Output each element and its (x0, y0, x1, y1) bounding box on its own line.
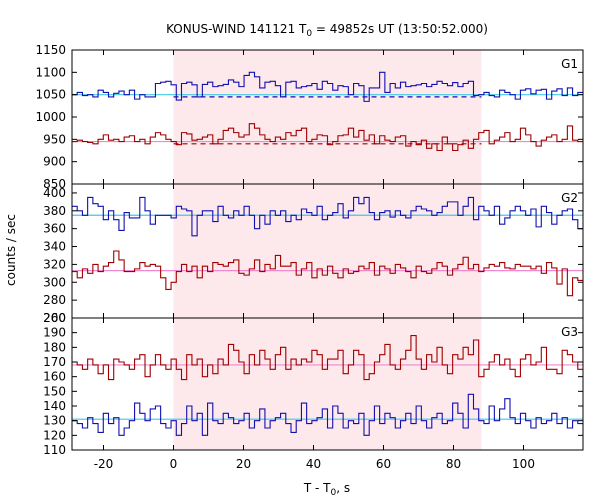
y-tick-label: 950 (43, 132, 66, 146)
x-tick-label: 20 (236, 457, 251, 471)
series-line-blue (72, 393, 583, 436)
y-tick-label: 280 (43, 293, 66, 307)
plot-area: 8509009501000105011001150G12602803003203… (35, 43, 584, 471)
x-axis-label-suffix: , s (336, 481, 350, 495)
y-tick-label: 380 (43, 204, 66, 218)
chart-title: KONUS-WIND 141121 T0 = 49852s UT (13:50:… (166, 22, 488, 39)
y-tick-label: 340 (43, 240, 66, 254)
series-line-red (72, 250, 583, 297)
y-tick-label: 1100 (35, 65, 66, 79)
shaded-interval (173, 50, 482, 450)
series-line-red (72, 123, 583, 152)
y-tick-label: 200 (43, 311, 66, 325)
y-tick-label: 400 (43, 186, 66, 200)
y-tick-label: 190 (43, 326, 66, 340)
y-tick-label: 130 (43, 414, 66, 428)
x-tick-label: -20 (94, 457, 114, 471)
series-line-blue (72, 196, 583, 237)
series-line-blue (72, 71, 583, 102)
panel-label: G3 (561, 325, 578, 339)
x-tick-label: 60 (376, 457, 391, 471)
series-line-red (72, 335, 583, 381)
x-tick-label: 0 (170, 457, 178, 471)
panel-label: G2 (561, 191, 578, 205)
y-tick-label: 260 (43, 311, 66, 325)
y-tick-label: 320 (43, 257, 66, 271)
x-axis-label-prefix: T - T (303, 481, 331, 495)
y-tick-label: 1000 (35, 110, 66, 124)
y-tick-label: 900 (43, 155, 66, 169)
x-tick-label: 40 (306, 457, 321, 471)
y-tick-label: 360 (43, 222, 66, 236)
y-tick-label: 1050 (35, 88, 66, 102)
panel-frame (71, 317, 584, 451)
x-tick-label: 80 (446, 457, 461, 471)
x-axis-label-sub: 0 (331, 488, 337, 498)
y-tick-label: 170 (43, 355, 66, 369)
chart-title-suffix: = 49852s UT (13:50:52.000) (312, 22, 488, 36)
y-tick-label: 120 (43, 428, 66, 442)
y-tick-label: 1150 (35, 43, 66, 57)
y-tick-label: 110 (43, 443, 66, 457)
y-tick-label: 160 (43, 370, 66, 384)
y-tick-label: 300 (43, 275, 66, 289)
panel-g1: 850 900 950 1000 1050 1100 1150 G1 (35, 43, 584, 191)
chart-title-prefix: KONUS-WIND 141121 T (166, 22, 307, 36)
y-tick-label: 180 (43, 340, 66, 354)
y-axis-label: counts / sec (4, 214, 18, 286)
x-tick-label: 100 (512, 457, 535, 471)
y-tick-label: 150 (43, 384, 66, 398)
y-tick-label: 140 (43, 399, 66, 413)
panel-label: G1 (561, 57, 578, 71)
chart-title-sub: 0 (306, 29, 312, 39)
x-axis-label: T - T0, s (303, 481, 350, 498)
y-tick-label: 850 (43, 177, 66, 191)
